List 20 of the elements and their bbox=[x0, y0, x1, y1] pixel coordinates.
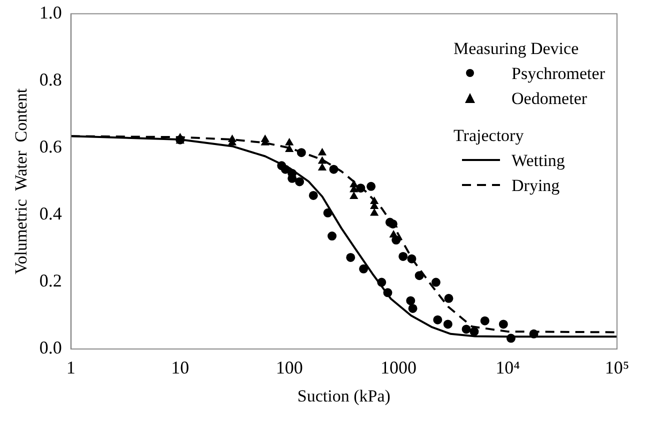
legend-title: Measuring Device bbox=[454, 38, 580, 60]
x-axis-title: Suction (kPa) bbox=[297, 386, 390, 406]
y-tick-label: 0.0 bbox=[39, 338, 62, 358]
x-tick-label: 1 bbox=[66, 358, 76, 378]
y-tick-label: 0.8 bbox=[39, 70, 62, 90]
y-tick-label: 0.6 bbox=[39, 136, 62, 157]
legend-label: Psychrometer bbox=[512, 62, 605, 85]
x-tick-label: 1000 bbox=[380, 358, 417, 378]
x-tick-label: 10 bbox=[171, 358, 190, 378]
y-tick-label: 0.2 bbox=[39, 270, 62, 291]
y-axis-title: Volumetric Water Content bbox=[12, 88, 31, 274]
legend-label: Drying bbox=[512, 174, 560, 197]
legend-label: Wetting bbox=[512, 150, 565, 172]
x-tick-label: 10⁵ bbox=[604, 358, 630, 378]
y-tick-label: 0.4 bbox=[39, 204, 62, 224]
legend-label: Oedometer bbox=[512, 88, 588, 110]
x-tick-label: 100 bbox=[276, 358, 303, 378]
x-tick-label: 10⁴ bbox=[496, 358, 520, 378]
annotation: Trajectory bbox=[454, 124, 525, 147]
y-tick-label: 1.0 bbox=[39, 2, 62, 23]
